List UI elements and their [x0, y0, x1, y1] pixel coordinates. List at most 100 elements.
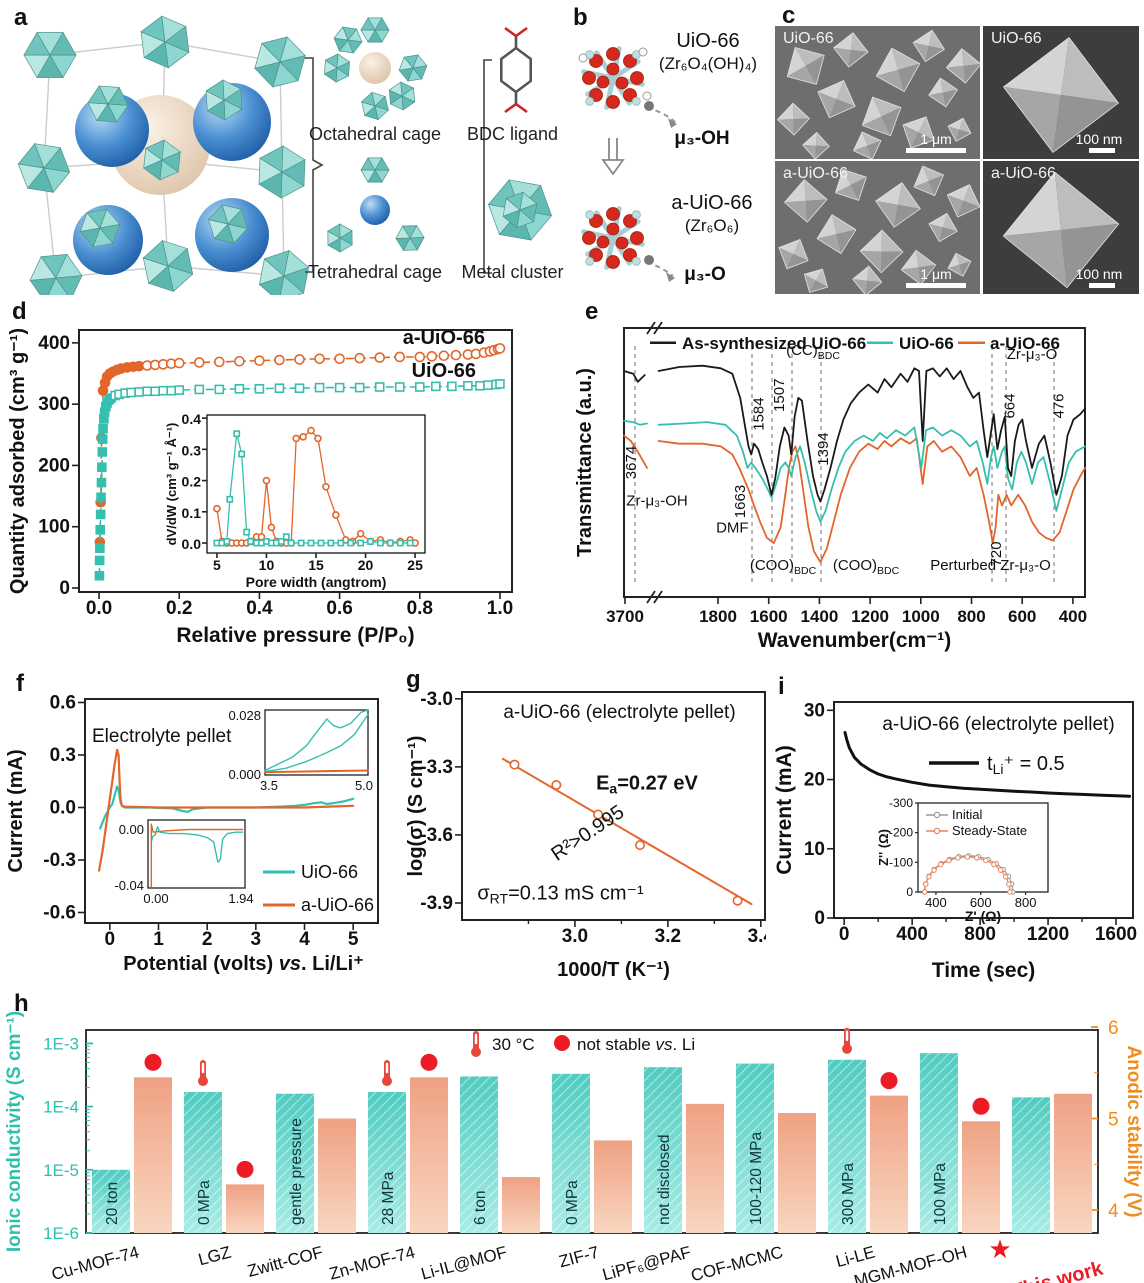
polygon	[374, 95, 389, 111]
marker-UiO-66	[94, 555, 105, 566]
polygon	[891, 48, 920, 70]
metal-cluster-polyhedra	[87, 85, 129, 123]
oxygen-atom	[630, 71, 644, 85]
plot-frame	[623, 327, 1086, 598]
metal-cluster-polyhedra	[502, 191, 538, 229]
stability-bar	[870, 1095, 908, 1233]
oxygen-atom	[615, 236, 629, 250]
polygon	[835, 169, 851, 193]
spectrum-As-synthesized UiO-66	[623, 370, 646, 383]
line	[515, 26, 528, 38]
sem-label: UiO-66	[783, 30, 834, 47]
inset-x-tick: 800	[1015, 895, 1037, 910]
legend-marker	[933, 827, 941, 835]
panel-e: e 3700 1800 1600 1400 1200 1000 800 600 400 Waven…	[574, 295, 1144, 660]
ftir-spectra-chart: 3700 1800 1600 1400 1200 1000 800 600 400 Wavenum…	[574, 321, 1087, 652]
y-tick-label: 0.3	[182, 442, 202, 458]
x-tick-label: 0.6	[326, 598, 352, 619]
polygon	[817, 214, 837, 239]
this-work-star: ★	[988, 1234, 1011, 1264]
inset-tick: 0.028	[228, 708, 261, 723]
crystal	[946, 184, 980, 218]
legend-temperature: 30 °C	[492, 1035, 535, 1054]
marker-UiO-66	[314, 382, 325, 393]
oxygen-atom	[606, 62, 620, 76]
oxygen-atom	[589, 248, 603, 262]
scale-bar	[1089, 283, 1115, 288]
polygon	[867, 140, 881, 159]
marker-UiO-66	[334, 382, 345, 393]
pressure-label: 28 MPa	[380, 1171, 397, 1225]
polygon	[876, 69, 905, 92]
polygon	[912, 29, 945, 63]
annotation: (COO)BDC	[750, 557, 817, 577]
x-tick-label: 5	[348, 929, 359, 950]
marker-a-UiO-66	[450, 349, 462, 361]
nyquist-marker	[964, 854, 971, 860]
polygon	[833, 32, 853, 50]
x-tick-label: 3700	[606, 607, 644, 626]
crystal	[875, 182, 921, 228]
mu3-o-label: μ₃-O	[684, 264, 726, 285]
polygon	[778, 239, 800, 255]
line	[504, 102, 517, 114]
panel-d-letter: d	[12, 298, 27, 325]
inset-marker-UiO-66	[317, 539, 325, 547]
polygon	[49, 31, 77, 56]
arrhenius-point	[509, 759, 520, 770]
crystal	[902, 116, 935, 149]
x-tick-label: 1600	[1095, 924, 1137, 945]
oxygen-atom	[606, 255, 620, 269]
scale-text: 1 μm	[920, 131, 952, 147]
circle	[471, 1047, 481, 1057]
oxygen-atom	[589, 88, 603, 102]
uio66-name: UiO-66	[676, 30, 740, 52]
annotation: σRT=0.13 mS cm⁻¹	[477, 883, 644, 907]
marker-UiO-66	[126, 387, 136, 398]
annotation: (COO)BDC	[833, 557, 900, 577]
metal-cluster-polyhedra	[360, 17, 390, 43]
metal-cluster-polyhedra	[333, 26, 363, 54]
polygon	[947, 117, 972, 142]
x-tick-label: 3.4	[748, 926, 766, 947]
left-tick-label: 1E-4	[43, 1098, 79, 1117]
polygon	[956, 129, 971, 142]
stability-bar	[686, 1103, 724, 1233]
marker-UiO-66	[414, 382, 425, 392]
polygon	[943, 89, 958, 107]
inset-tick: 0.000	[228, 767, 261, 782]
marker-UiO-66	[134, 387, 144, 397]
polygon	[817, 234, 841, 254]
marker-UiO-66	[97, 462, 107, 473]
metal-cluster-polyhedra	[398, 54, 428, 82]
site-atom	[644, 255, 654, 265]
y-axis-label: Current (mA)	[5, 749, 27, 872]
polygon	[795, 47, 825, 66]
marker-UiO-66	[431, 381, 441, 392]
x-tick-label: 0	[105, 929, 116, 950]
inset-marker-UiO-66	[367, 538, 374, 545]
nyquist-marker	[991, 861, 997, 868]
thermometer-icon	[842, 1027, 852, 1054]
plot-frame	[917, 802, 1049, 893]
polygon	[913, 42, 929, 62]
crystal	[947, 252, 972, 277]
comparison-bar-chart: 1E-3 1E-4 1E-5 1E-6 Ionic conductivity (S cm…	[4, 1011, 1144, 1283]
marker-UiO-66	[194, 384, 205, 395]
category-label: LiPF₆@PAF	[600, 1243, 693, 1283]
marker-UiO-66	[254, 384, 265, 394]
polygon	[787, 47, 806, 77]
inset-y-tick: 0	[906, 885, 913, 899]
polygon	[948, 264, 963, 277]
oxygen-atom	[582, 71, 596, 85]
y-tick-label: 10	[804, 839, 825, 860]
line	[515, 102, 528, 114]
chart-title: a-UiO-66 (electrolyte pellet)	[503, 702, 735, 723]
polygon	[835, 184, 859, 201]
polygon	[918, 116, 935, 140]
inset-marker-UiO-66	[247, 538, 254, 545]
panel-f-letter: f	[16, 670, 24, 697]
marker-a-UiO-66	[294, 354, 305, 365]
octahedral-cage-label: Octahedral cage	[308, 124, 442, 144]
inset-marker-a-UiO-66	[322, 483, 330, 491]
